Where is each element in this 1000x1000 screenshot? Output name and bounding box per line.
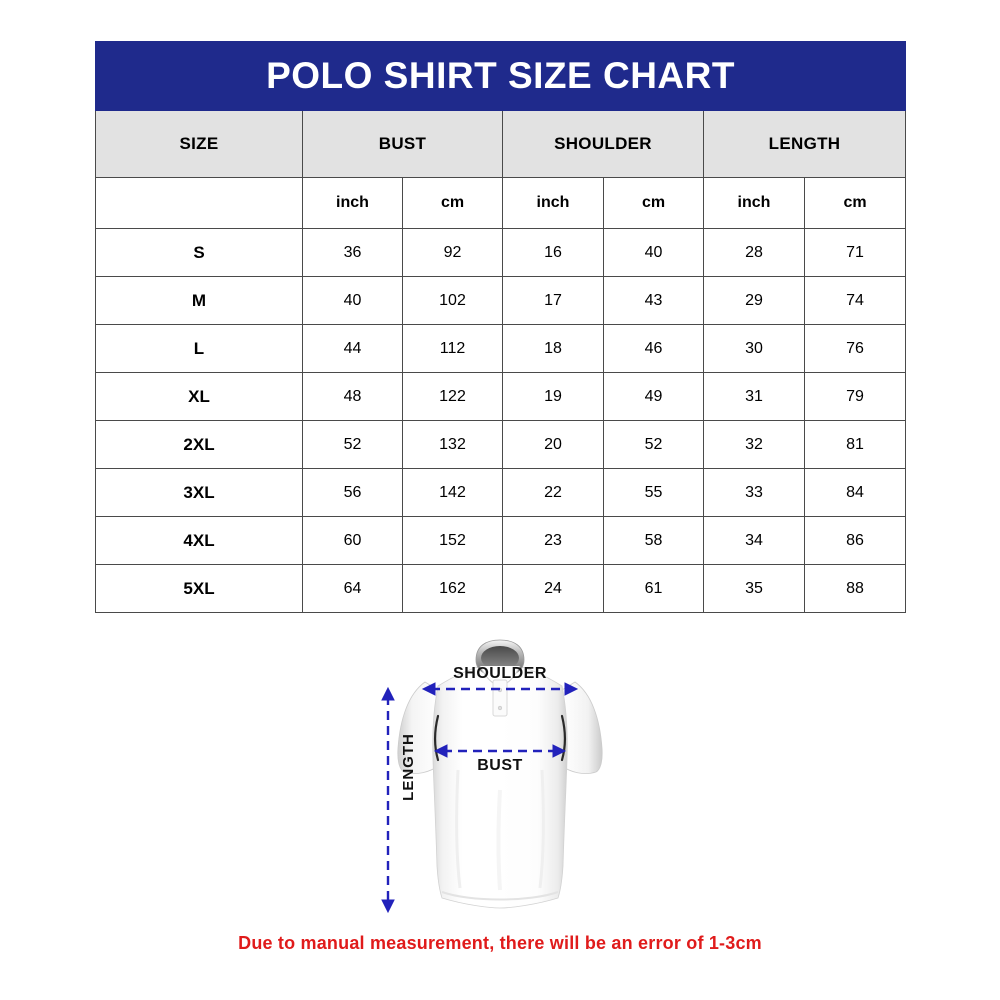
table-row: 3XL 56 142 22 55 33 84 [95,468,907,517]
shirt-collar [475,639,525,687]
cell-shoulder-cm: 55 [603,468,704,517]
cell-shoulder-cm: 49 [603,372,704,421]
group-header-row: SIZE BUST SHOULDER LENGTH [95,110,907,178]
cell-length-inch: 29 [703,276,805,325]
unit-header-row: inch cm inch cm inch cm [95,177,907,229]
row-size-label: XL [95,372,303,421]
row-size-label: 3XL [95,468,303,517]
row-size-label: 2XL [95,420,303,469]
cell-bust-cm: 122 [402,372,503,421]
cell-shoulder-cm: 46 [603,324,704,373]
cell-shoulder-inch: 23 [502,516,604,565]
length-measure-arrow [381,686,395,914]
cell-length-cm: 74 [803,276,907,325]
cell-bust-inch: 52 [302,420,403,469]
table-row: 4XL 60 152 23 58 34 86 [95,516,907,565]
size-chart-table: POLO SHIRT SIZE CHART SIZE BUST SHOULDER… [94,41,907,613]
cell-length-inch: 28 [703,228,805,277]
cell-length-inch: 35 [703,564,805,613]
cell-bust-cm: 132 [402,420,503,469]
chart-title-row: POLO SHIRT SIZE CHART [94,41,907,111]
column-group-bust: BUST [302,110,503,178]
measurement-disclaimer: Due to manual measurement, there will be… [238,933,762,953]
table-row: 5XL 64 162 24 61 35 88 [95,564,907,613]
cell-bust-cm: 112 [402,324,503,373]
cell-length-cm: 86 [803,516,907,565]
cell-shoulder-cm: 43 [603,276,704,325]
table-row: 2XL 52 132 20 52 32 81 [95,420,907,469]
row-size-label: S [95,228,303,277]
bust-label: BUST [477,757,523,774]
cell-shoulder-cm: 40 [603,228,704,277]
row-size-label: 5XL [95,564,303,613]
cell-length-cm: 88 [803,564,907,613]
cell-bust-inch: 48 [302,372,403,421]
shirt-placket [492,679,508,717]
cell-length-cm: 84 [803,468,907,517]
cell-shoulder-inch: 16 [502,228,604,277]
cell-bust-cm: 152 [402,516,503,565]
cell-shoulder-inch: 18 [502,324,604,373]
row-size-label: 4XL [95,516,303,565]
cell-bust-cm: 102 [402,276,503,325]
cell-bust-inch: 36 [302,228,403,277]
cell-length-inch: 34 [703,516,805,565]
unit-length-cm: cm [803,177,907,229]
cell-shoulder-inch: 24 [502,564,604,613]
unit-length-inch: inch [703,177,805,229]
table-row: XL 48 122 19 49 31 79 [95,372,907,421]
cell-length-inch: 33 [703,468,805,517]
shirt-body [432,663,568,909]
cell-length-cm: 76 [803,324,907,373]
cell-length-inch: 31 [703,372,805,421]
unit-bust-cm: cm [402,177,503,229]
unit-shoulder-inch: inch [502,177,604,229]
cell-bust-inch: 56 [302,468,403,517]
cell-length-cm: 79 [803,372,907,421]
table-row: L 44 112 18 46 30 76 [95,324,907,373]
cell-length-cm: 81 [803,420,907,469]
column-group-shoulder: SHOULDER [502,110,704,178]
row-size-label: L [95,324,303,373]
row-size-label: M [95,276,303,325]
cell-shoulder-inch: 22 [502,468,604,517]
cell-bust-inch: 40 [302,276,403,325]
column-group-size: SIZE [95,110,303,178]
cell-shoulder-cm: 61 [603,564,704,613]
column-group-length: LENGTH [702,110,907,178]
cell-shoulder-inch: 20 [502,420,604,469]
unit-size-blank [95,177,303,229]
cell-shoulder-inch: 17 [502,276,604,325]
size-chart-container: POLO SHIRT SIZE CHART SIZE BUST SHOULDER… [94,41,907,613]
cell-bust-cm: 162 [402,564,503,613]
cell-bust-cm: 92 [402,228,503,277]
unit-shoulder-cm: cm [603,177,704,229]
cell-length-inch: 32 [703,420,805,469]
cell-bust-inch: 44 [302,324,403,373]
bust-measure-arrow [433,744,567,758]
table-row: S 36 92 16 40 28 71 [95,228,907,277]
cell-shoulder-inch: 19 [502,372,604,421]
cell-bust-cm: 142 [402,468,503,517]
chart-title: POLO SHIRT SIZE CHART [94,41,907,111]
shoulder-measure-arrow [421,682,579,696]
cell-shoulder-cm: 52 [603,420,704,469]
shoulder-label: SHOULDER [453,665,547,682]
cell-bust-inch: 64 [302,564,403,613]
unit-bust-inch: inch [302,177,403,229]
cell-bust-inch: 60 [302,516,403,565]
cell-length-cm: 71 [803,228,907,277]
cell-shoulder-cm: 58 [603,516,704,565]
table-row: M 40 102 17 43 29 74 [95,276,907,325]
polo-shirt-diagram [330,620,670,940]
length-label: LENGTH [400,733,417,801]
cell-length-inch: 30 [703,324,805,373]
